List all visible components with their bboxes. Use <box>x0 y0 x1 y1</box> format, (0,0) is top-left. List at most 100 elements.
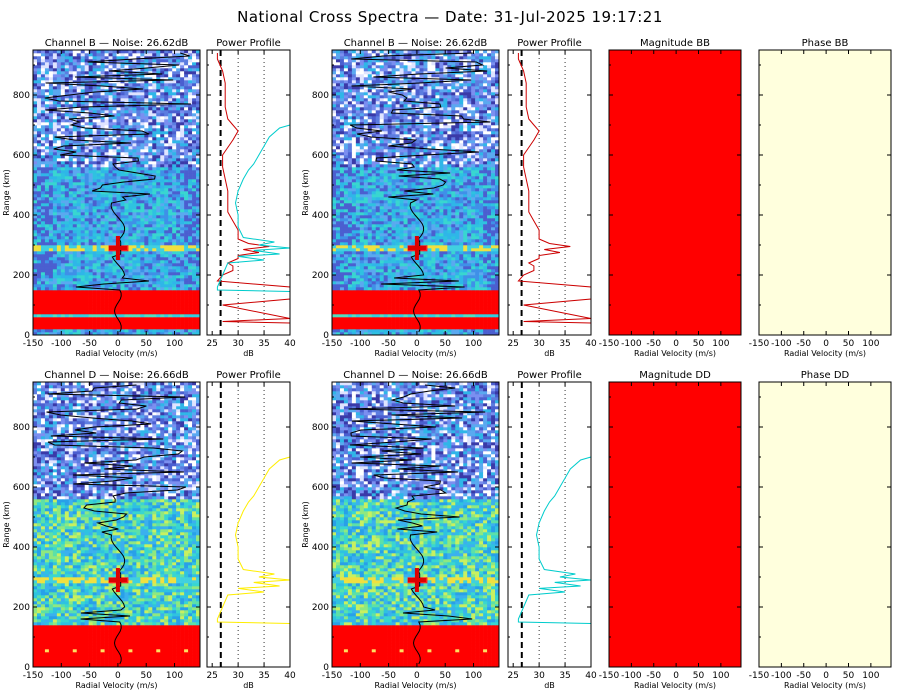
spectrum-cell <box>192 62 197 66</box>
spectrum-cell <box>164 317 169 321</box>
spectrum-cell <box>112 110 117 114</box>
spectrum-cell <box>168 134 173 138</box>
spectrum-cell <box>36 104 42 108</box>
spectrum-cell <box>144 305 149 309</box>
spectrum-cell <box>132 59 137 63</box>
spectrum-cell <box>36 206 42 210</box>
spectrum-cell <box>160 272 165 276</box>
spectrum-cell <box>76 212 82 216</box>
spectrum-cell <box>152 302 157 306</box>
spectrum-cell <box>96 74 101 78</box>
spectrum-cell <box>196 302 201 306</box>
spectrum-cell <box>96 110 101 114</box>
spectrum-cell <box>128 269 133 273</box>
spectrum-cell <box>371 311 377 315</box>
spectrum-cell <box>92 326 97 330</box>
spectrum-cell <box>156 230 161 234</box>
spectrum-cell <box>44 203 50 207</box>
spectrum-cell <box>196 128 201 132</box>
spectrum-cell <box>168 158 173 162</box>
spectrum-cell <box>60 113 66 117</box>
spectrum-cell <box>132 146 137 150</box>
spectrum-cell <box>76 137 82 141</box>
spectrum-cell <box>40 194 46 198</box>
spectrum-cell <box>335 275 341 279</box>
spectrum-cell <box>64 254 70 258</box>
spectrum-cell <box>132 281 137 285</box>
spectrum-cell <box>192 323 197 327</box>
spectrum-cell <box>355 305 361 309</box>
spectrum-cell <box>443 326 448 330</box>
spectrum-cell <box>164 137 169 141</box>
spectrum-cell <box>68 242 74 246</box>
spectrum-cell <box>160 251 165 255</box>
spectrum-cell <box>40 266 46 270</box>
spectrum-cell <box>144 230 149 234</box>
spectrum-cell <box>184 221 189 225</box>
spectrum-cell <box>132 254 137 258</box>
spectrum-cell <box>132 272 137 276</box>
spectrum-cell <box>72 149 78 153</box>
spectrum-cell <box>192 329 197 333</box>
spectrum-cell <box>128 80 133 84</box>
spectrum-cell <box>140 188 145 192</box>
spectrum-cell <box>60 224 66 228</box>
spectrum-cell <box>339 314 345 318</box>
spectrum-cell <box>375 332 381 336</box>
spectrum-cell <box>40 260 46 264</box>
spectrum-cell <box>168 323 173 327</box>
spectrum-cell <box>435 269 440 273</box>
spectrum-cell <box>64 323 70 327</box>
spectrum-cell <box>68 122 74 126</box>
spectrum-cell <box>359 317 365 321</box>
spectrum-cell <box>192 155 197 159</box>
spectrum-cell <box>156 278 161 282</box>
spectrum-cell <box>104 302 109 306</box>
spectrum-cell <box>160 200 165 204</box>
spectrum-cell <box>371 326 377 330</box>
spectrum-cell <box>136 68 141 72</box>
spectrum-cell <box>60 299 66 303</box>
spectrum-cell <box>491 302 496 306</box>
spectrum-cell <box>64 71 70 75</box>
spectrum-cell <box>33 110 38 114</box>
spectrum-cell <box>483 305 488 309</box>
spectrum-cell <box>196 167 201 171</box>
spectrum-cell <box>455 293 460 297</box>
spectrum-cell <box>48 170 54 174</box>
spectrum-cell <box>92 98 97 102</box>
spectrum-cell <box>148 119 153 123</box>
spectrum-cell <box>399 332 404 336</box>
spectrum-cell <box>68 104 74 108</box>
spectrum-cell <box>108 314 113 318</box>
spectrum-cell <box>60 179 66 183</box>
spectrum-cell <box>172 266 177 270</box>
spectrum-cell <box>399 275 404 279</box>
spectrum-cell <box>104 254 109 258</box>
spectrum-cell <box>367 293 373 297</box>
spectrum-cell <box>180 209 185 213</box>
spectrum-cell <box>355 314 361 318</box>
spectrum-cell <box>164 89 169 93</box>
spectrum-cell <box>168 290 173 294</box>
spectrum-cell <box>180 125 185 129</box>
spectrum-cell <box>60 245 66 249</box>
spectrum-cell <box>184 167 189 171</box>
spectrum-cell <box>36 62 42 66</box>
spectrum-cell <box>40 161 46 165</box>
spectrum-cell <box>136 161 141 165</box>
spectrum-cell <box>108 158 113 162</box>
spectrum-cell <box>196 293 201 297</box>
spectrum-cell <box>411 314 416 318</box>
spectrum-cell <box>164 323 169 327</box>
spectrum-cell <box>343 290 349 294</box>
spectrum-cell <box>92 92 97 96</box>
spectrum-cell <box>148 140 153 144</box>
spectrum-cell <box>33 83 38 87</box>
spectrum-cell <box>88 206 93 210</box>
spectrum-cell <box>64 248 70 252</box>
spectrum-cell <box>164 233 169 237</box>
spectrum-cell <box>160 209 165 213</box>
spectrum-cell <box>164 116 169 120</box>
spectrum-cell <box>36 203 42 207</box>
